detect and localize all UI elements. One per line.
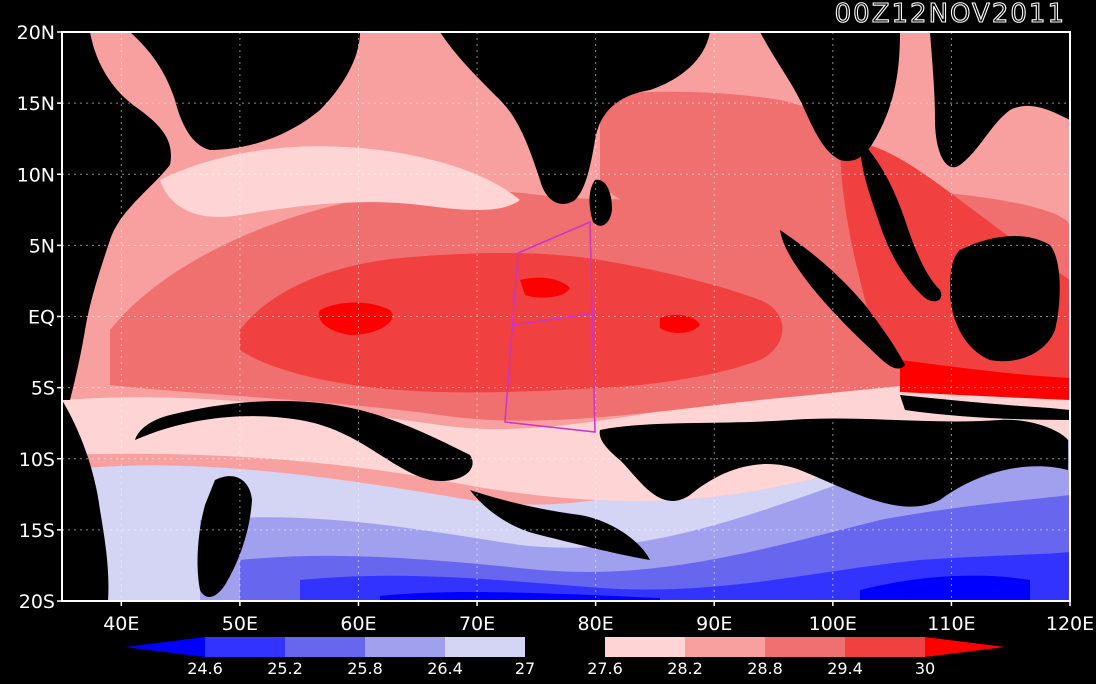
colorbar-swatch: [925, 637, 1005, 657]
colorbar-label: 30: [915, 659, 935, 678]
lat-tick-label: 5S: [31, 378, 55, 400]
colorbar-label: 28.2: [667, 659, 703, 678]
lon-tick-label: 80E: [578, 613, 614, 635]
graticule: [62, 32, 1070, 601]
lat-tick-label: 10S: [19, 449, 55, 471]
colorbar-swatch: [685, 637, 765, 657]
lon-tick-label: 70E: [459, 613, 495, 635]
colorbar-swatch: [205, 637, 285, 657]
colorbar-label: 28.8: [747, 659, 783, 678]
colorbar-label: 25.2: [267, 659, 303, 678]
lat-tick-label: 15S: [19, 520, 55, 542]
lat-tick-label: 20S: [19, 591, 55, 613]
colorbar-label: 26.4: [427, 659, 463, 678]
colorbar-swatch: [125, 637, 205, 657]
colorbar-label: 27.6: [587, 659, 623, 678]
lon-tick-label: 40E: [103, 613, 139, 635]
lon-tick-labels: 40E 50E 60E 70E 80E 90E 100E 110E 120E: [103, 601, 1094, 635]
colorbar-swatch: [445, 637, 525, 657]
sst-field: [62, 32, 1070, 601]
colorbar-swatch: [605, 637, 685, 657]
colorbar-label: 25.8: [347, 659, 383, 678]
colorbar-swatch: [765, 637, 845, 657]
colorbar-label: 29.4: [827, 659, 863, 678]
lat-tick-label: 20N: [17, 22, 55, 44]
colorbar-swatch: [365, 637, 445, 657]
lat-tick-label: EQ: [28, 307, 55, 329]
lat-tick-label: 10N: [17, 164, 55, 186]
colorbar-swatch: [525, 637, 605, 657]
colorbar-label: 24.6: [187, 659, 223, 678]
lon-tick-label: 110E: [927, 613, 975, 635]
lon-tick-label: 100E: [809, 613, 857, 635]
lat-tick-labels: 20N 15N 10N 5N EQ 5S 10S 15S 20S: [17, 22, 62, 613]
colorbar-label: 27: [515, 659, 535, 678]
lon-tick-label: 50E: [222, 613, 258, 635]
lon-tick-label: 120E: [1046, 613, 1094, 635]
lat-tick-label: 15N: [17, 93, 55, 115]
study-box: [504, 220, 596, 433]
map-title: 00Z12NOV2011: [835, 0, 1066, 29]
colorbar-swatch: [845, 637, 925, 657]
lat-tick-label: 5N: [29, 235, 55, 257]
colorbar-swatch: [285, 637, 365, 657]
lon-tick-label: 60E: [340, 613, 376, 635]
lon-tick-label: 90E: [696, 613, 732, 635]
colorbar: 24.6 25.2 25.8 26.4 27 27.6 28.2 28.8 29.4 30: [125, 637, 1005, 678]
